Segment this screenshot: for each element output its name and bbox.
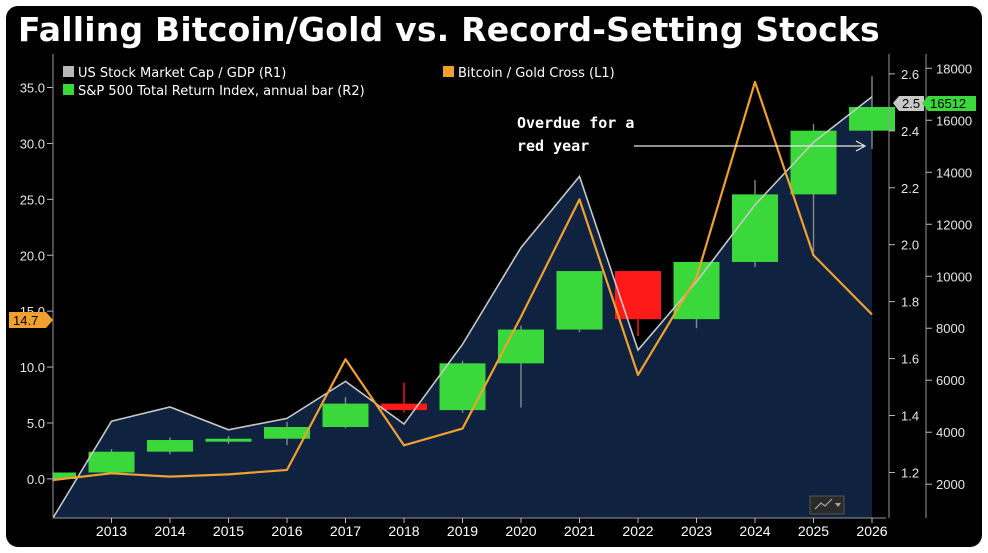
x-tick-label-2017: 2017 (330, 523, 361, 539)
x-tick-label-2016: 2016 (271, 523, 302, 539)
x-tick-label-2015: 2015 (213, 523, 244, 539)
r2-tick-label-2000: 2000 (936, 477, 965, 492)
r2-tick-label-10000: 10000 (936, 269, 972, 284)
annotation: Overdue for a red year (517, 114, 867, 155)
candle-body-2016 (264, 427, 310, 439)
r1-tick-label-1.4: 1.4 (901, 409, 919, 424)
left-tick-label-35.0: 35.0 (20, 81, 45, 96)
r1-tick-label-1.6: 1.6 (901, 352, 919, 367)
candle-body-2015 (205, 438, 252, 442)
r1-tick-label-1.2: 1.2 (901, 465, 919, 480)
left-tick-label-30.0: 30.0 (20, 136, 45, 151)
chart-type-button[interactable] (809, 495, 845, 515)
annotation-line-1: Overdue for a (517, 114, 634, 132)
r2-tick-label-14000: 14000 (936, 165, 972, 180)
candle-body-2023 (673, 261, 720, 320)
annotation-line-2: red year (517, 137, 589, 155)
x-tick-label-2025: 2025 (798, 523, 829, 539)
left-tick-label-5.0: 5.0 (27, 416, 45, 431)
bitcoin-gold-line (52, 80, 873, 482)
x-tick-label-2019: 2019 (447, 523, 478, 539)
left-flag-text: 14.7 (13, 313, 38, 328)
legend-label-sp500: S&P 500 Total Return Index, annual bar (… (78, 84, 365, 99)
market-cap-line (52, 96, 873, 519)
candle-body-2025 (790, 130, 837, 195)
candle-body-2017 (322, 403, 369, 428)
x-tick-label-2022: 2022 (622, 523, 653, 539)
x-tick-label-2013: 2013 (96, 523, 127, 539)
legend-swatch-market-cap (63, 66, 74, 77)
r2-tick-label-8000: 8000 (936, 321, 965, 336)
candle-layer (52, 76, 895, 482)
left-tick-label-0.0: 0.0 (27, 472, 45, 487)
candle-body-2018 (381, 403, 427, 411)
left-tick-label-25.0: 25.0 (20, 192, 45, 207)
candle-body-2026 (849, 106, 895, 131)
legend-swatch-bitcoin-gold (443, 66, 454, 77)
left-tick-label-10.0: 10.0 (20, 360, 45, 375)
chart-icon (814, 498, 833, 510)
x-tick-label-2020: 2020 (505, 523, 536, 539)
legend-label-market-cap: US Stock Market Cap / GDP (R1) (78, 66, 286, 81)
candle-body-2012 (53, 472, 76, 480)
candle-body-2019 (439, 363, 486, 411)
r2-value-flag: 16512 (922, 96, 976, 111)
chart-title: Falling Bitcoin/Gold vs. Record-Setting … (18, 10, 880, 49)
x-tick-label-2026: 2026 (856, 523, 887, 539)
r2-tick-label-16000: 16000 (936, 113, 972, 128)
annotation-arrow-head (855, 140, 867, 152)
r2-flag-shape (922, 96, 976, 111)
chart-svg: 0.05.010.015.020.025.030.035.01.21.41.61… (9, 54, 976, 539)
r2-tick-label-6000: 6000 (936, 373, 965, 388)
r1-flag-text: 2.5 (902, 96, 920, 111)
area-layer (53, 96, 872, 518)
candle-body-2013 (88, 451, 135, 473)
x-tick-label-2021: 2021 (564, 523, 595, 539)
r1-tick-label-2.4: 2.4 (901, 124, 919, 139)
legend: US Stock Market Cap / GDP (R1) S&P 500 T… (58, 60, 666, 104)
x-tick-label-2014: 2014 (154, 523, 185, 539)
r1-tick-label-2.6: 2.6 (901, 67, 919, 82)
candle-body-2021 (556, 271, 603, 330)
r2-flag-text: 16512 (930, 96, 966, 111)
legend-background (58, 60, 666, 104)
line-layer (52, 80, 873, 519)
candle-body-2014 (147, 440, 193, 452)
x-tick-label-2024: 2024 (739, 523, 770, 539)
x-tick-label-2018: 2018 (388, 523, 419, 539)
candle-body-2022 (615, 271, 661, 320)
x-tick-label-2023: 2023 (681, 523, 712, 539)
left-value-flag: 14.7 (9, 312, 53, 328)
r2-tick-label-12000: 12000 (936, 217, 972, 232)
r2-tick-label-18000: 18000 (936, 61, 972, 76)
left-flag-shape (9, 312, 53, 328)
r1-tick-label-2.2: 2.2 (901, 181, 919, 196)
left-tick-label-20.0: 20.0 (20, 248, 45, 263)
legend-swatch-sp500 (63, 84, 74, 95)
r2-tick-label-4000: 4000 (936, 425, 965, 440)
r1-tick-label-2.0: 2.0 (901, 238, 919, 253)
chart-toolbar[interactable] (809, 495, 845, 515)
legend-label-bitcoin-gold: Bitcoin / Gold Cross (L1) (458, 66, 615, 81)
r1-tick-label-1.8: 1.8 (901, 295, 919, 310)
chart-frame: Falling Bitcoin/Gold vs. Record-Setting … (6, 6, 982, 547)
chevron-down-icon (835, 503, 841, 507)
r1-flag-shape (893, 96, 924, 111)
axis-layer: 0.05.010.015.020.025.030.035.01.21.41.61… (20, 54, 972, 539)
r1-value-flag: 2.5 (893, 96, 924, 111)
market-cap-area (53, 96, 872, 518)
